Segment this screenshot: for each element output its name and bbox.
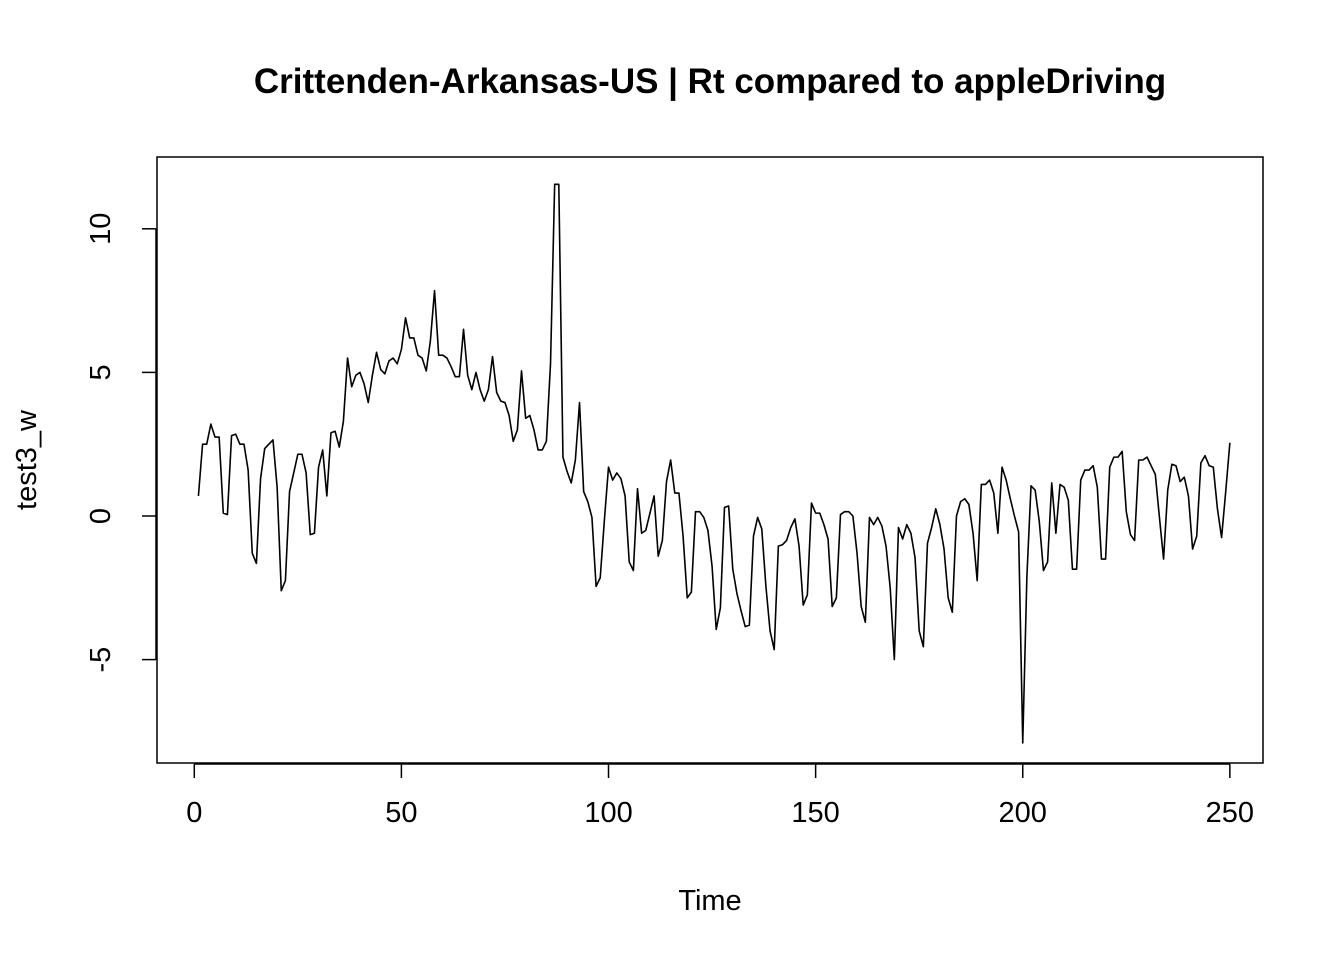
x-tick-label: 50: [385, 797, 417, 829]
x-tick-label: 150: [791, 797, 839, 829]
y-tick-label: -5: [85, 647, 117, 673]
y-axis: -5 0 5 10: [85, 213, 157, 673]
x-tick-label: 200: [999, 797, 1047, 829]
x-tick-label: 100: [584, 797, 632, 829]
y-axis-label: test3_w: [11, 409, 43, 510]
y-tick-label: 10: [85, 213, 117, 245]
plot-frame: [156, 156, 1264, 764]
y-tick-label: 5: [85, 364, 117, 380]
x-tick-label: 0: [186, 797, 202, 829]
series-line-test3-w: [197, 183, 1231, 744]
x-axis: 0 50 100 150 200 250: [186, 763, 1254, 829]
y-tick-label: 0: [85, 508, 117, 524]
x-tick-label: 250: [1206, 797, 1254, 829]
chart-title: Crittenden-Arkansas-US | Rt compared to …: [254, 62, 1166, 101]
x-axis-label: Time: [678, 885, 741, 917]
